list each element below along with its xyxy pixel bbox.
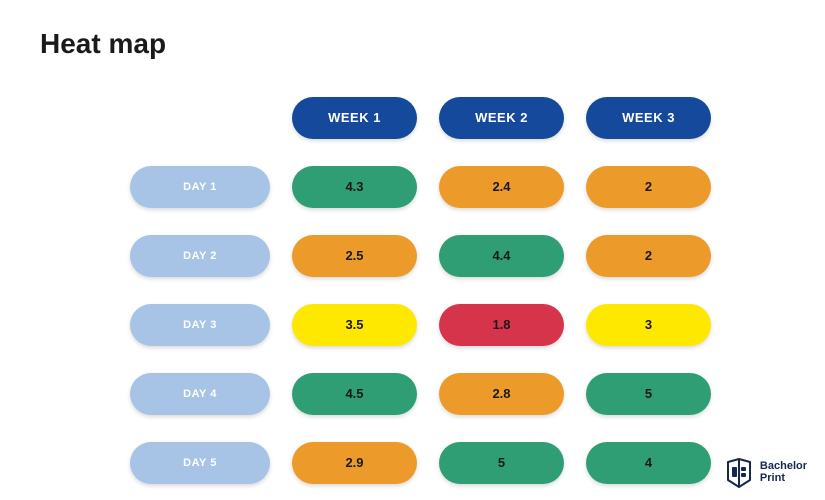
heatmap-cell: 2.8 — [439, 373, 564, 415]
row-label: DAY 4 — [130, 373, 270, 415]
logo-icon — [724, 458, 754, 488]
row-label: DAY 2 — [130, 235, 270, 277]
heatmap-cell: 3 — [586, 304, 711, 346]
heatmap-cell: 5 — [586, 373, 711, 415]
heatmap-cell: 4 — [586, 442, 711, 484]
column-header: WEEK 1 — [292, 97, 417, 139]
logo-text-line2: Print — [760, 473, 807, 485]
heatmap-cell: 4.4 — [439, 235, 564, 277]
page-title: Heat map — [40, 28, 166, 60]
heatmap-cell: 2.5 — [292, 235, 417, 277]
heatmap-cell: 2 — [586, 166, 711, 208]
row-label: DAY 1 — [130, 166, 270, 208]
brand-logo: Bachelor Print — [724, 458, 807, 488]
logo-text: Bachelor Print — [760, 461, 807, 484]
heatmap-cell: 1.8 — [439, 304, 564, 346]
heatmap-cell: 4.5 — [292, 373, 417, 415]
heatmap-cell: 2.9 — [292, 442, 417, 484]
row-label: DAY 5 — [130, 442, 270, 484]
column-header: WEEK 2 — [439, 97, 564, 139]
heatmap-cell: 2 — [586, 235, 711, 277]
heatmap-cell: 3.5 — [292, 304, 417, 346]
row-label: DAY 3 — [130, 304, 270, 346]
heatmap-cell: 4.3 — [292, 166, 417, 208]
heatmap-grid: WEEK 1 WEEK 2 WEEK 3 DAY 1 4.3 2.4 2 DAY 2 2.5 4.… — [130, 90, 711, 490]
column-header: WEEK 3 — [586, 97, 711, 139]
heatmap-cell: 5 — [439, 442, 564, 484]
heatmap-cell: 2.4 — [439, 166, 564, 208]
